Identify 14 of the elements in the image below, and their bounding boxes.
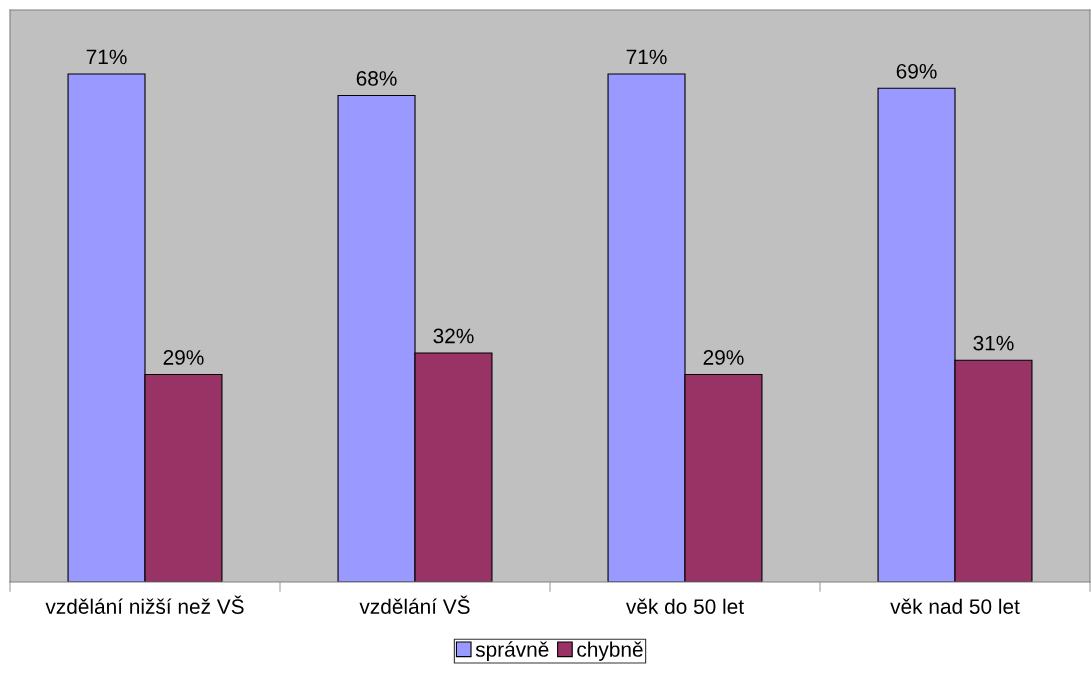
data-label: 29% — [163, 350, 204, 365]
legend-label: chybně — [577, 641, 643, 661]
data-label: 29% — [703, 350, 744, 365]
legend-label: správně — [475, 641, 549, 661]
data-label: 32% — [433, 328, 474, 344]
x-tick-label: vzdělání nižší než VŠ — [45, 595, 244, 614]
x-tick-label: věk nad 50 let — [890, 598, 1020, 614]
data-label: 71% — [626, 49, 667, 65]
data-label: 68% — [356, 71, 397, 86]
x-tick-label: vzdělání VŠ — [359, 595, 470, 614]
x-tick-label: věk do 50 let — [626, 598, 744, 614]
data-label: 69% — [896, 63, 937, 79]
data-label: 31% — [973, 335, 1014, 351]
data-label: 71% — [86, 49, 127, 65]
